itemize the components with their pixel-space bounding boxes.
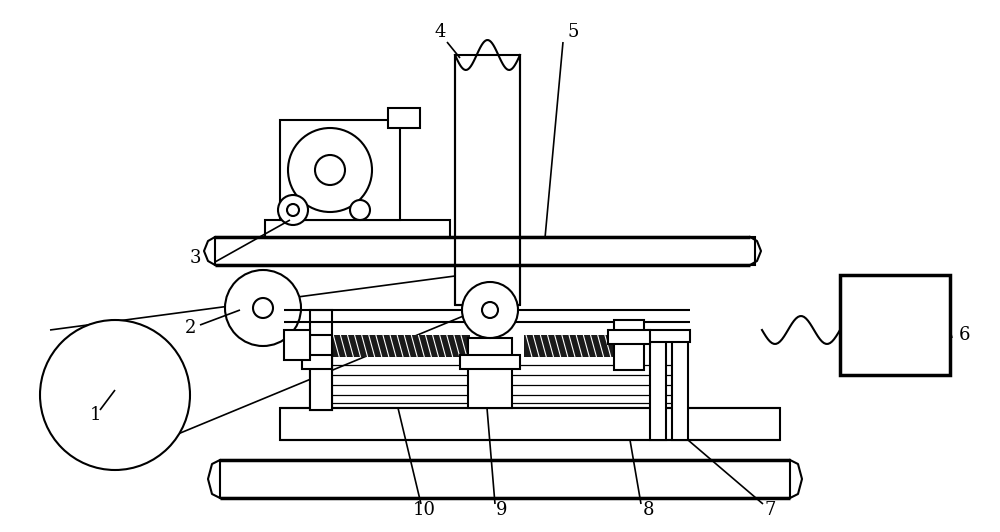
Circle shape: [288, 128, 372, 212]
Text: 9: 9: [496, 501, 508, 519]
Circle shape: [278, 195, 308, 225]
Bar: [608, 330, 650, 344]
Circle shape: [462, 282, 518, 338]
Bar: [648, 330, 690, 342]
Bar: [280, 120, 400, 220]
Circle shape: [225, 270, 301, 346]
Circle shape: [287, 204, 299, 216]
Bar: [524, 335, 614, 357]
Text: 1: 1: [89, 406, 101, 424]
Bar: [310, 335, 470, 357]
Bar: [310, 335, 332, 410]
Bar: [284, 330, 310, 360]
Bar: [672, 335, 688, 440]
Circle shape: [350, 200, 370, 220]
Bar: [840, 275, 950, 375]
Text: 7: 7: [764, 501, 776, 519]
Bar: [650, 335, 666, 440]
Bar: [280, 408, 780, 440]
Text: 4: 4: [434, 23, 446, 41]
Bar: [215, 237, 755, 265]
Circle shape: [315, 155, 345, 185]
Circle shape: [253, 298, 273, 318]
Bar: [302, 355, 332, 369]
Bar: [455, 55, 520, 305]
Circle shape: [40, 320, 190, 470]
Bar: [460, 355, 520, 369]
Text: 10: 10: [413, 501, 436, 519]
Bar: [468, 338, 512, 408]
Bar: [220, 460, 790, 498]
Bar: [388, 108, 420, 128]
Text: 8: 8: [642, 501, 654, 519]
Text: 2: 2: [184, 319, 196, 337]
Bar: [310, 310, 332, 410]
Bar: [614, 320, 644, 370]
Circle shape: [482, 302, 498, 318]
Bar: [265, 220, 450, 238]
Text: 6: 6: [959, 326, 971, 344]
Text: 5: 5: [567, 23, 579, 41]
Text: 3: 3: [189, 249, 201, 267]
